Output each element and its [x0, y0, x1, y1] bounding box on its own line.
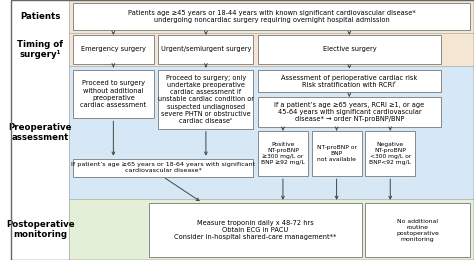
FancyBboxPatch shape [158, 70, 253, 129]
Text: If a patient’s age ≥65 years, RCRI ≥1, or age
45-64 years with significant cardi: If a patient’s age ≥65 years, RCRI ≥1, o… [274, 102, 424, 122]
FancyBboxPatch shape [11, 0, 474, 32]
Text: Preoperative
assessment: Preoperative assessment [9, 123, 72, 142]
FancyBboxPatch shape [258, 70, 441, 92]
Text: Elective surgery: Elective surgery [322, 46, 376, 53]
FancyBboxPatch shape [11, 32, 474, 66]
Text: Patients: Patients [20, 12, 61, 21]
FancyBboxPatch shape [11, 0, 69, 260]
FancyBboxPatch shape [365, 131, 415, 176]
FancyBboxPatch shape [258, 131, 308, 176]
Text: Urgent/semiurgent surgery: Urgent/semiurgent surgery [161, 46, 251, 53]
FancyBboxPatch shape [258, 35, 441, 64]
Text: Negative
NT-proBNP
<300 mg/L or
BNP<92 mg/L: Negative NT-proBNP <300 mg/L or BNP<92 m… [369, 142, 411, 165]
FancyBboxPatch shape [258, 97, 441, 127]
Text: Positive
NT-proBNP
≥300 mg/L or
BNP ≥92 mg/L: Positive NT-proBNP ≥300 mg/L or BNP ≥92 … [261, 142, 305, 165]
Text: If patient’s age ≥65 years or 18-64 years with significant
cardiovascular diseas: If patient’s age ≥65 years or 18-64 year… [71, 162, 255, 173]
Text: Proceed to surgery
without additional
preoperative
cardiac assessment: Proceed to surgery without additional pr… [80, 80, 146, 108]
Text: NT-proBNP or
BNP
not available: NT-proBNP or BNP not available [317, 145, 356, 162]
FancyBboxPatch shape [11, 199, 474, 260]
Text: No additional
routine
postoperative
monitoring: No additional routine postoperative moni… [396, 219, 439, 242]
FancyBboxPatch shape [11, 66, 474, 199]
FancyBboxPatch shape [73, 3, 470, 30]
Text: Assessment of perioperative cardiac risk
Risk stratification with RCRIᶠ: Assessment of perioperative cardiac risk… [281, 75, 418, 88]
FancyBboxPatch shape [73, 35, 154, 64]
Text: Postoperative
monitoring: Postoperative monitoring [6, 220, 74, 239]
Text: Proceed to surgery; only
undertake preoperative
cardiac assessment if
unstable c: Proceed to surgery; only undertake preop… [158, 75, 254, 124]
Text: Measure troponin daily x 48-72 hrs
Obtain ECG in PACU
Consider in-hospital share: Measure troponin daily x 48-72 hrs Obtai… [174, 220, 337, 240]
Text: Patients age ≥45 years or 18-44 years with known significant cardiovascular dise: Patients age ≥45 years or 18-44 years wi… [128, 10, 416, 23]
FancyBboxPatch shape [73, 159, 253, 177]
FancyBboxPatch shape [73, 70, 154, 118]
Text: Timing of
surgery¹: Timing of surgery¹ [17, 40, 63, 59]
FancyBboxPatch shape [158, 35, 253, 64]
FancyBboxPatch shape [149, 203, 362, 257]
FancyBboxPatch shape [365, 203, 470, 257]
Text: Emergency surgery: Emergency surgery [81, 46, 146, 53]
FancyBboxPatch shape [311, 131, 362, 176]
